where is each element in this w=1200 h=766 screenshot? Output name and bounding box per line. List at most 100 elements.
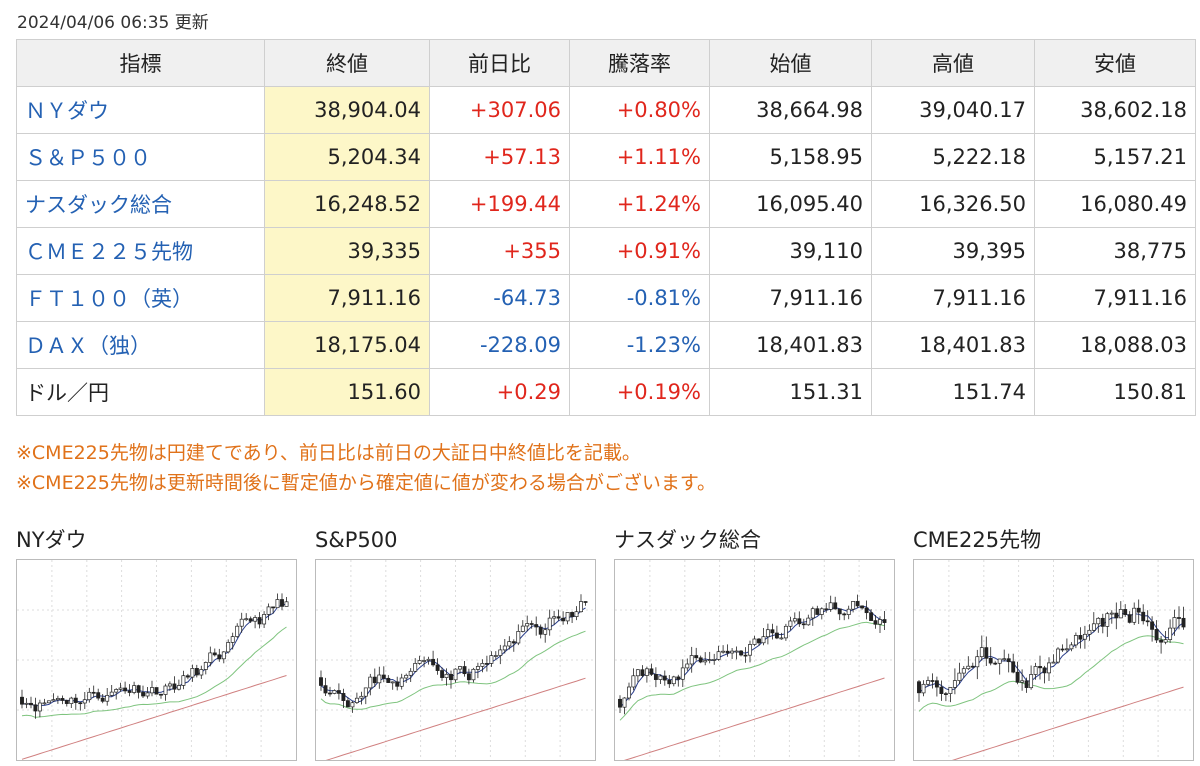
table-row: ＦＴ１００（英） 7,911.16 -64.73 -0.81% 7,911.16… xyxy=(16,274,1196,322)
candle-body xyxy=(1100,617,1105,627)
chart-svg xyxy=(316,560,595,760)
candle-body xyxy=(217,654,222,660)
candle-body xyxy=(828,602,833,610)
candle-body xyxy=(757,638,761,644)
candle-body xyxy=(399,677,404,687)
candle-body xyxy=(46,700,51,704)
candle-body xyxy=(761,636,766,644)
candle-body xyxy=(1145,620,1150,623)
candle-body xyxy=(662,675,667,681)
index-link-nasdaq[interactable]: ナスダック総合 xyxy=(25,193,172,217)
candle-body xyxy=(354,697,359,703)
close-value: 5,204.34 xyxy=(264,133,430,181)
candle-body xyxy=(1150,621,1155,630)
open-value: 38,664.98 xyxy=(709,86,872,134)
candle-body xyxy=(770,629,775,634)
close-value: 38,904.04 xyxy=(264,86,430,134)
chart-nydow: NYダウ xyxy=(16,527,297,761)
candle-body xyxy=(993,662,998,665)
candle-body xyxy=(1078,635,1083,640)
note-line: ※CME225先物は円建てであり、前日比は前日の大証日中終値比を記載。 xyxy=(16,442,641,464)
candle-body xyxy=(878,619,882,625)
change-value: +0.29 xyxy=(429,368,570,416)
candle-body xyxy=(783,625,788,639)
candle-body xyxy=(984,647,989,659)
header-open: 始値 xyxy=(709,39,872,87)
low-value: 150.81 xyxy=(1034,368,1196,416)
index-link-ft100[interactable]: ＦＴ１００（英） xyxy=(25,287,193,311)
candle-body xyxy=(552,616,557,619)
table-row: ＣＭＥ２２５先物 39,335 +355 +0.91% 39,110 39,39… xyxy=(16,227,1196,275)
change-value: +199.44 xyxy=(429,180,570,228)
chart-thumbnail[interactable] xyxy=(614,559,895,761)
candle-body xyxy=(1060,648,1065,651)
candle-body xyxy=(221,651,226,660)
index-cell: ドル／円 xyxy=(16,368,265,416)
candle-body xyxy=(694,655,699,659)
candle-body xyxy=(538,626,543,635)
candle-body xyxy=(525,623,530,627)
close-value: 39,335 xyxy=(264,227,430,275)
candle-body xyxy=(127,690,132,693)
index-link-cme225[interactable]: ＣＭＥ２２５先物 xyxy=(25,240,193,264)
candle-body xyxy=(359,695,364,699)
candle-body xyxy=(176,685,181,690)
open-value: 16,095.40 xyxy=(709,180,872,228)
candle-body xyxy=(284,601,289,607)
candle-body xyxy=(381,674,386,679)
index-link-dax[interactable]: ＤＡＸ（独） xyxy=(25,334,151,358)
candle-body xyxy=(262,614,267,625)
candle-body xyxy=(833,602,838,610)
index-cell: ＤＡＸ（独） xyxy=(16,321,265,369)
change-value: +307.06 xyxy=(429,86,570,134)
open-value: 7,911.16 xyxy=(709,274,872,322)
index-link-nydow[interactable]: ＮＹダウ xyxy=(25,99,109,123)
candle-body xyxy=(372,676,377,684)
chart-thumbnail[interactable] xyxy=(913,559,1194,761)
high-value: 16,326.50 xyxy=(871,180,1035,228)
candle-body xyxy=(516,631,521,644)
candle-body xyxy=(1038,666,1043,669)
candle-body xyxy=(386,677,391,683)
candle-body xyxy=(230,636,235,643)
candle-body xyxy=(952,680,957,688)
candle-body xyxy=(73,697,78,703)
candle-body xyxy=(507,641,512,647)
candle-body xyxy=(244,618,249,621)
candle-body xyxy=(837,608,842,615)
candle-body xyxy=(159,693,163,696)
candle-body xyxy=(181,675,186,686)
candle-body xyxy=(716,651,721,660)
candle-body xyxy=(1172,617,1177,629)
candle-body xyxy=(658,675,663,680)
candle-body xyxy=(707,659,712,661)
chart-title: ナスダック総合 xyxy=(614,528,761,552)
candle-body xyxy=(1127,614,1132,623)
candle-body xyxy=(345,700,350,708)
candle-body xyxy=(444,673,449,678)
candle-body xyxy=(248,618,253,622)
candle-body xyxy=(860,605,865,609)
candle-body xyxy=(489,655,494,664)
candle-body xyxy=(815,608,820,615)
candle-body xyxy=(797,618,802,625)
candle-body xyxy=(864,607,869,614)
candle-body xyxy=(323,685,328,694)
market-index-table: 指標 終値 前日比 騰落率 始値 高値 安値 ＮＹダウ 38,904.04 +3… xyxy=(16,39,1196,416)
candle-body xyxy=(565,612,570,622)
high-value: 151.74 xyxy=(871,368,1035,416)
candle-body xyxy=(377,674,382,684)
candle-body xyxy=(60,698,65,701)
chart-thumbnail[interactable] xyxy=(16,559,297,761)
chart-thumbnail[interactable] xyxy=(315,559,596,761)
candle-body xyxy=(1136,607,1141,613)
table-row: Ｓ＆Ｐ５００ 5,204.34 +57.13 +1.11% 5,158.95 5… xyxy=(16,133,1196,181)
candle-body xyxy=(748,644,752,656)
candle-body xyxy=(132,685,137,693)
index-cell: ＮＹダウ xyxy=(16,86,265,134)
candle-body xyxy=(114,689,119,693)
rate-value: -0.81% xyxy=(569,274,710,322)
ma-long-line xyxy=(325,677,586,760)
index-link-sp500[interactable]: Ｓ＆Ｐ５００ xyxy=(25,146,151,170)
high-value: 7,911.16 xyxy=(871,274,1035,322)
